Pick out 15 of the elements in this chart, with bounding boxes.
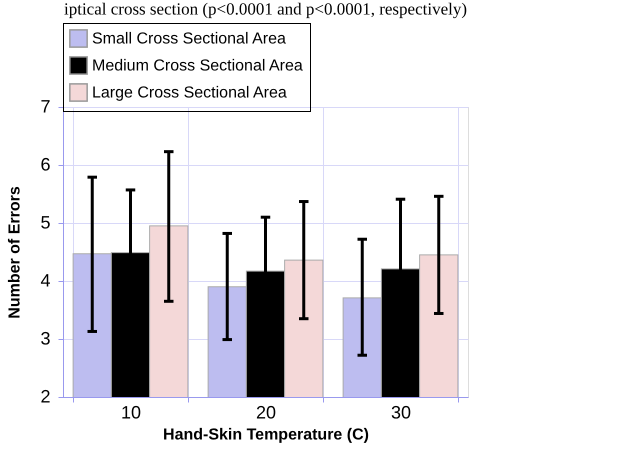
y-tick-label: 7 — [40, 96, 50, 116]
x-tick-label: 10 — [120, 402, 142, 422]
y-tick-label: 2 — [40, 386, 50, 406]
y-axis-title: Number of Errors — [6, 186, 24, 319]
y-tick-label: 3 — [40, 328, 50, 348]
x-tick-label: 20 — [256, 402, 276, 422]
x-tick-label: 30 — [390, 402, 412, 422]
y-tick-label: 4 — [40, 270, 50, 290]
text: iptical cross section (p<0.0001 and p<0.0001, respectively) — [64, 0, 467, 18]
legend-label: Large Cross Sectional Area — [92, 84, 287, 102]
x-axis-title: Hand-Skin Temperature (C) — [163, 426, 369, 444]
legend-label: Small Cross Sectional Area — [92, 30, 286, 48]
y-tick-label: 6 — [40, 154, 50, 174]
legend-label: Medium Cross Sectional Area — [92, 58, 303, 74]
y-tick-label: 5 — [40, 212, 50, 232]
